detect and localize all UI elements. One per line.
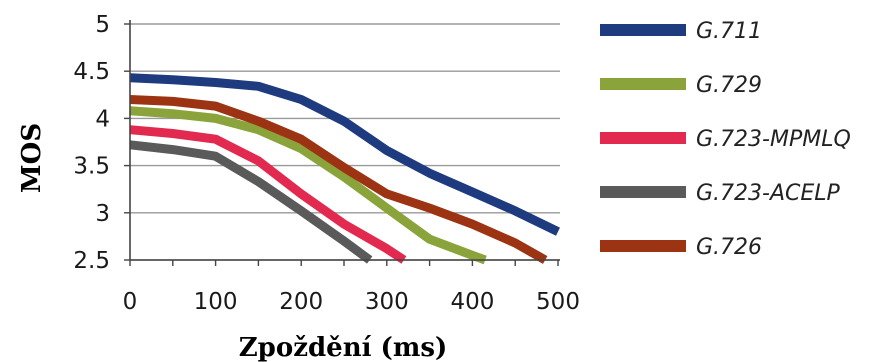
legend-label-g-729: G.729 [696,73,762,98]
x-tick-label: 0 [123,289,138,315]
series-line-g-726 [129,95,548,264]
legend-label-g-723-acelp: G.723-ACELP [696,181,841,206]
series-line-g-711 [129,73,560,236]
legend-swatch-g-723-mpmlq [600,132,686,144]
legend-swatch-g-726 [600,240,686,252]
legend-label-g-726: G.726 [696,235,762,260]
legend-swatch-g-711 [600,24,686,36]
y-tick-label: 2.5 [73,248,110,274]
x-tick-label: 400 [450,289,494,315]
y-tick-label: 4 [95,106,110,132]
x-tick-label: 100 [194,289,238,315]
x-tick-label: 300 [365,289,409,315]
y-tick-label: 5 [95,12,110,38]
series-line-g-723-acelp [129,140,373,264]
series-line-g-729 [129,106,487,265]
series-line-g-723-mpmlq [129,125,407,264]
legend-label-g-723-mpmlq: G.723-MPMLQ [696,127,851,152]
y-tick-label: 3.5 [73,154,110,180]
y-tick-label: 3 [95,201,110,227]
legend-swatch-g-723-acelp [600,186,686,198]
legend-swatch-g-729 [600,78,686,90]
tick-labels: 2.5 3 3.5 4 4.5 5 0 100 200 300 400 500 [73,12,580,315]
legend: G.711 G.729 G.723-MPMLQ G.723-ACELP G.726 [600,19,851,260]
y-tick-label: 4.5 [73,59,110,85]
x-tick-label: 500 [536,289,580,315]
series-lines [129,73,560,265]
legend-label-g-711: G.711 [696,19,762,44]
y-axis-title: MOS [17,123,47,193]
x-tick-label: 200 [279,289,323,315]
axes [124,20,560,266]
x-axis-title: Zpoždění (ms) [239,333,448,362]
